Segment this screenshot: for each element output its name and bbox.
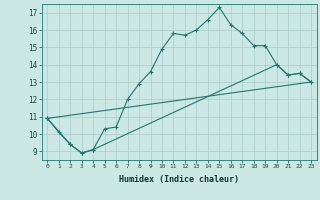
X-axis label: Humidex (Indice chaleur): Humidex (Indice chaleur) xyxy=(119,175,239,184)
